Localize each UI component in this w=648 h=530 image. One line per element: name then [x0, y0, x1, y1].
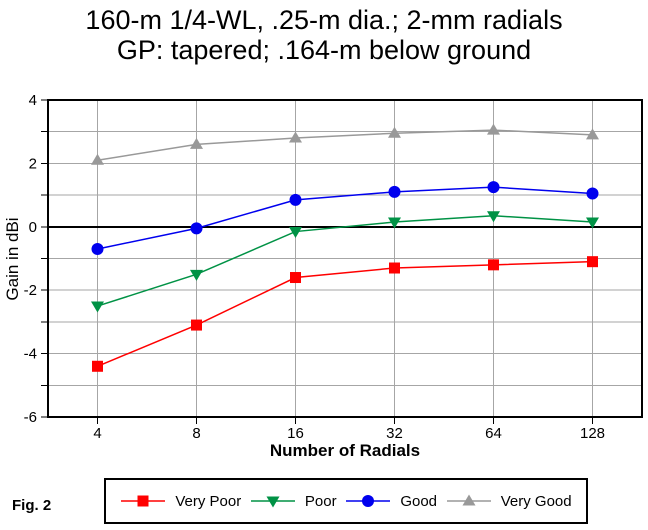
- legend: Very Poor Poor Good Very Good: [104, 478, 588, 524]
- good-circle-icon: [346, 495, 391, 507]
- series-line-good: [97, 186, 593, 250]
- y-tick-label: -4: [24, 346, 37, 363]
- data-point-very-good: [462, 494, 476, 506]
- data-point-good: [362, 495, 375, 507]
- data-point-poor: [487, 211, 500, 223]
- data-point-good: [190, 222, 203, 235]
- poor-triangle-down-icon: [250, 496, 295, 508]
- series-line-very-poor: [97, 260, 593, 367]
- data-point-poor: [388, 217, 401, 229]
- data-point-very-good: [586, 128, 599, 140]
- data-point-very-poor: [389, 262, 400, 274]
- legend-item-very-good: Very Good: [446, 493, 572, 510]
- data-point-very-good: [91, 153, 104, 165]
- x-tick-label: 16: [287, 425, 304, 442]
- x-axis-title: Number of Radials: [269, 441, 421, 460]
- x-tick-label: 64: [485, 425, 502, 442]
- y-tick-label: -6: [24, 409, 37, 426]
- legend-label-poor: Poor: [304, 492, 337, 510]
- chart-title-line-2: GP: tapered; .164-m below ground: [116, 35, 532, 65]
- data-point-very-poor: [587, 256, 598, 268]
- figure-label: Fig. 2: [12, 497, 52, 514]
- data-point-very-poor: [92, 360, 103, 372]
- x-tick-label: 4: [93, 425, 101, 442]
- x-tick-label: 32: [386, 425, 403, 442]
- y-tick-label: 2: [29, 155, 37, 172]
- x-tick-label: 128: [580, 425, 605, 442]
- very-good-triangle-up-icon: [446, 494, 491, 506]
- data-point-very-good: [289, 131, 302, 143]
- data-point-very-poor: [191, 319, 202, 331]
- data-point-very-good: [487, 123, 500, 135]
- data-point-very-poor: [290, 272, 301, 284]
- legend-item-very-poor: Very Poor: [120, 493, 241, 510]
- data-point-good: [388, 185, 401, 198]
- data-point-good: [586, 187, 599, 200]
- data-point-good: [289, 193, 302, 206]
- series-line-poor: [97, 214, 593, 307]
- data-point-poor: [289, 227, 302, 239]
- chart-title: 160-m 1/4-WL, .25-m dia.; 2-mm radials G…: [0, 5, 648, 65]
- data-point-very-poor: [488, 259, 499, 271]
- plot-border: [47, 99, 643, 418]
- data-point-poor: [91, 301, 104, 313]
- x-tick-label: 8: [192, 425, 200, 442]
- legend-label-very-good: Very Good: [500, 492, 572, 510]
- chart-title-line-1: 160-m 1/4-WL, .25-m dia.; 2-mm radials: [85, 5, 563, 35]
- y-tick-label: 4: [29, 92, 37, 109]
- data-point-good: [487, 181, 500, 194]
- data-point-good: [91, 242, 104, 255]
- legend-label-very-poor: Very Poor: [175, 492, 242, 510]
- legend-item-poor: Poor: [250, 493, 337, 510]
- data-point-poor: [586, 217, 599, 229]
- y-tick-label: -2: [24, 282, 37, 299]
- very-poor-square-icon: [121, 495, 166, 507]
- data-point-very-good: [388, 126, 401, 138]
- data-point-poor: [266, 496, 280, 508]
- data-point-poor: [190, 269, 203, 281]
- data-point-very-good: [190, 137, 203, 149]
- series-line-very-good: [97, 129, 593, 161]
- data-point-very-poor: [137, 495, 149, 507]
- legend-label-good: Good: [400, 492, 438, 510]
- y-tick-label: 0: [29, 219, 37, 236]
- legend-item-good: Good: [345, 493, 437, 510]
- y-axis-title: Gain in dBi: [3, 217, 22, 301]
